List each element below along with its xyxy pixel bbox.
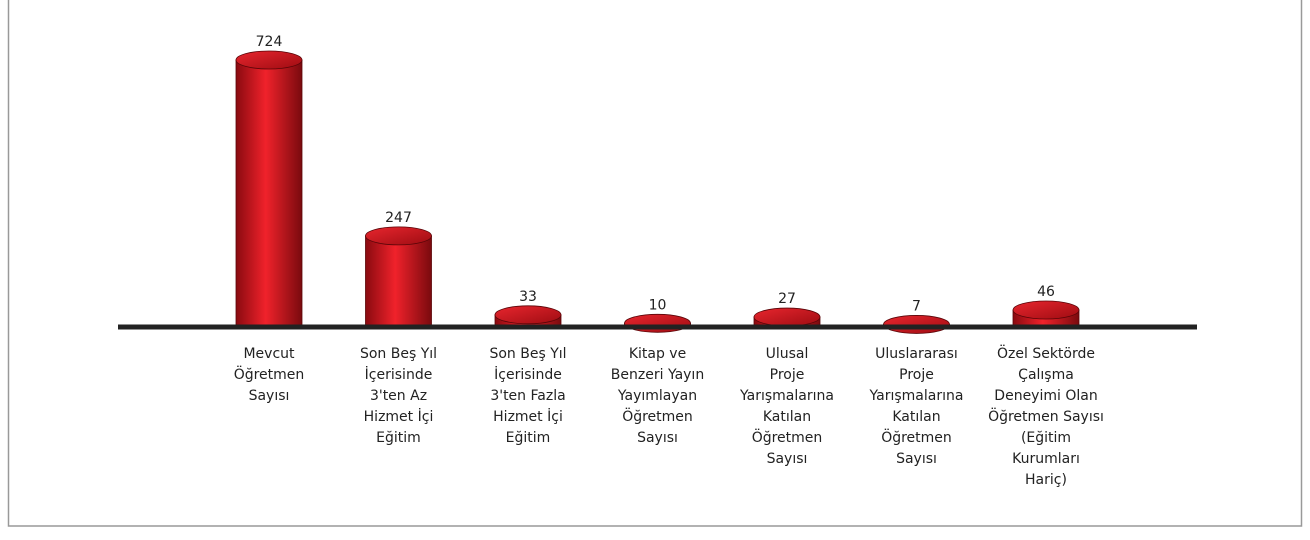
x-tick-label-line: Eğitim xyxy=(506,430,551,446)
x-tick-label-line: Kitap ve xyxy=(629,346,686,362)
x-tick-label-line: Son Beş Yıl xyxy=(489,346,566,362)
x-tick-label-line: Proje xyxy=(770,367,805,383)
x-tick-label-line: Öğretmen xyxy=(752,428,823,446)
x-tick-label: Son Beş Yıl İçerisinde 3'ten Az Hizmet İçi E… xyxy=(360,346,437,446)
value-label: 10 xyxy=(649,297,667,313)
bar-top xyxy=(883,315,950,334)
x-tick-label: Özel Sektörde Çalışma Deneyimi Olan Öğretme… xyxy=(988,344,1104,488)
frame xyxy=(7,0,1303,527)
x-tick-label-line: Sayısı xyxy=(249,388,290,404)
bar-top xyxy=(753,307,821,327)
x-tick-label: Ulusal Proje Yarışmalarına Katılan Öğretmen S… xyxy=(739,346,834,467)
x-tick-label-line: Öğretmen xyxy=(881,428,952,446)
x-tick-label-line: Sayısı xyxy=(637,430,678,446)
x-tick-label-line: Yarışmalarına xyxy=(739,388,834,404)
bar xyxy=(235,59,303,328)
bar-top xyxy=(624,313,691,333)
x-tick-label: Uluslararası Proje Yarışmalarına Katılan Öğr… xyxy=(869,346,964,467)
x-tick-label-line: İçerisinde xyxy=(365,365,433,383)
x-tick-label-line: Özel Sektörde xyxy=(997,344,1095,362)
x-tick-label-line: 3'ten Fazla xyxy=(490,388,565,404)
x-tick-label-line: Benzeri Yayın xyxy=(611,367,704,383)
x-tick-label-line: (Eğitim xyxy=(1021,430,1071,446)
x-tick-label-line: Deneyimi Olan xyxy=(994,388,1097,404)
x-tick-label-line: Hizmet İçi xyxy=(493,407,563,425)
x-tick-label-line: İçerisinde xyxy=(494,365,562,383)
x-tick-label-line: Öğretmen xyxy=(234,365,305,383)
value-label: 7 xyxy=(912,298,921,314)
x-tick-label-line: Katılan xyxy=(892,409,940,425)
x-tick-label-line: Yarışmalarına xyxy=(869,388,964,404)
bar-top xyxy=(1012,300,1080,320)
x-tick-label-line: Son Beş Yıl xyxy=(360,346,437,362)
x-tick-label-line: Katılan xyxy=(763,409,811,425)
x-tick-label: Kitap ve Benzeri Yayın Yayımlayan Öğretmen S… xyxy=(611,346,704,446)
value-label: 27 xyxy=(778,291,796,307)
x-tick-label-line: Öğretmen xyxy=(622,407,693,425)
x-tick-label-line: Ulusal xyxy=(766,346,809,362)
value-label: 247 xyxy=(385,210,412,226)
x-tick-label-line: Hizmet İçi xyxy=(364,407,434,425)
x-tick-label-line: Eğitim xyxy=(376,430,421,446)
x-tick-label: Mevcut Öğretmen Sayısı xyxy=(234,346,305,404)
bar-top xyxy=(235,50,303,70)
x-tick-label-line: Öğretmen Sayısı xyxy=(988,407,1104,425)
x-tick-label-line: Uluslararası xyxy=(875,346,958,362)
value-label: 724 xyxy=(256,34,283,50)
x-tick-label-line: 3'ten Az xyxy=(370,388,427,404)
x-tick-label-line: Kurumları xyxy=(1012,451,1080,467)
bar xyxy=(365,235,432,328)
bar-top xyxy=(494,305,562,325)
x-tick-label-line: Sayısı xyxy=(767,451,808,467)
x-tick-label-line: Yayımlayan xyxy=(617,388,697,404)
value-label: 46 xyxy=(1037,284,1055,300)
x-tick-label-line: Hariç) xyxy=(1025,472,1067,488)
value-label: 33 xyxy=(519,289,537,305)
x-tick-label-line: Mevcut xyxy=(243,346,295,362)
x-tick-label-line: Çalışma xyxy=(1018,367,1074,383)
bar-top xyxy=(365,226,432,246)
x-tick-label: Son Beş Yıl İçerisinde 3'ten Fazla Hizmet İ… xyxy=(489,346,566,446)
x-tick-label-line: Sayısı xyxy=(896,451,937,467)
x-tick-label-line: Proje xyxy=(899,367,934,383)
